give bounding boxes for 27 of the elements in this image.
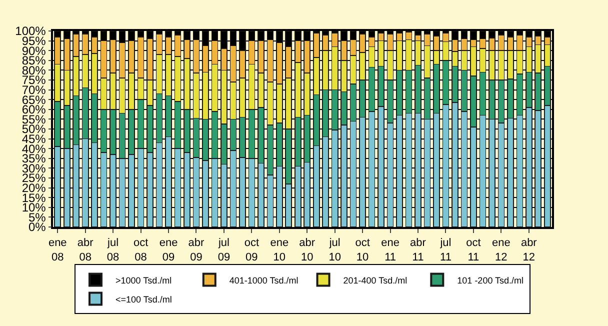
x-tick-label: jul 09: [217, 236, 230, 264]
x-tick-label: ene 09: [159, 236, 178, 264]
y-tick-label: 70%: [22, 83, 46, 97]
x-tick-label: abr 11: [410, 236, 426, 264]
y-tick-label: 20%: [22, 181, 46, 195]
legend-label: >1000 Tsd./ml: [116, 275, 172, 286]
legend-label: 201-400 Tsd./ml: [343, 275, 408, 286]
x-tick-label: oct 09: [244, 236, 260, 264]
x-tick-label: abr 12: [520, 236, 538, 264]
legend-label: <=100 Tsd./ml: [116, 294, 172, 304]
x-tick-label: jul 08: [106, 236, 120, 264]
x-tick-label: abr 10: [299, 236, 316, 264]
x-tick-label: oct 10: [355, 236, 370, 264]
x-tick-label: ene 08: [48, 236, 67, 264]
legend-label: 401-1000 Tsd./ml: [229, 275, 298, 286]
x-tick-label: oct 11: [466, 236, 481, 264]
x-tick-label: oct 08: [133, 236, 148, 264]
x-tick-label: abr 08: [77, 236, 94, 264]
x-tick-label: jul 10: [328, 236, 341, 264]
x-tick-label: ene 10: [270, 236, 289, 264]
x-tick-label: jul 11: [439, 236, 452, 264]
y-tick-label: 95%: [22, 34, 46, 48]
x-tick-label: abr 09: [188, 236, 205, 264]
x-tick-label: ene 12: [492, 236, 510, 264]
y-tick-label: 45%: [22, 132, 46, 146]
x-tick-label: ene 11: [381, 236, 400, 264]
legend-label: 101 -200 Tsd./ml: [457, 275, 524, 286]
